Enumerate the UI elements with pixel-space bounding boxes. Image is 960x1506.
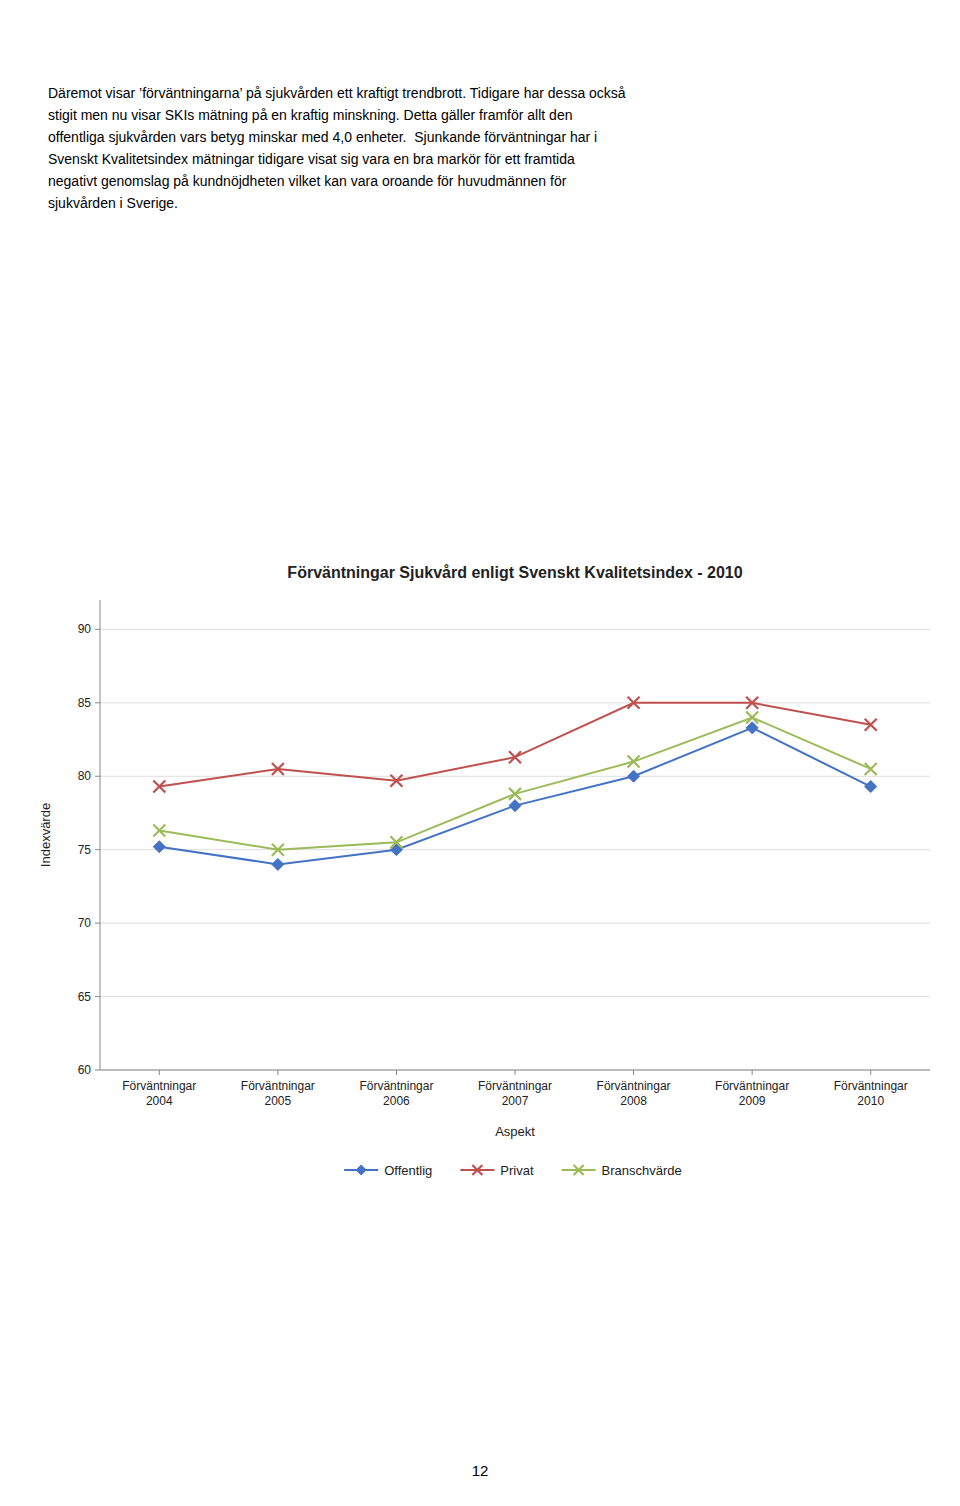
legend-item: Branschvärde <box>562 1163 682 1178</box>
y-tick-label: 85 <box>78 696 92 710</box>
marker-x <box>628 697 640 709</box>
x-tick-label: Förväntningar2008 <box>597 1079 671 1108</box>
x-tick-label: Förväntningar2007 <box>478 1079 552 1108</box>
y-tick-label: 90 <box>78 622 92 636</box>
marker-x <box>746 697 758 709</box>
x-tick <box>159 1070 160 1075</box>
marker-diamond <box>628 770 640 782</box>
marker-x <box>628 756 640 768</box>
marker-x <box>509 788 521 800</box>
marker-diamond <box>272 858 284 870</box>
grid-line <box>100 702 930 703</box>
marker-x <box>509 751 521 763</box>
y-tick <box>95 702 100 703</box>
paragraph-line: offentliga sjukvården vars betyg minskar… <box>48 129 597 145</box>
legend-marker <box>472 1165 482 1175</box>
paragraph-line: stigit men nu visar SKIs mätning på en k… <box>48 107 572 123</box>
x-tick-label: Förväntningar2010 <box>834 1079 908 1108</box>
page-number: 12 <box>472 1462 489 1479</box>
marker-x <box>390 836 402 848</box>
x-tick <box>515 1070 516 1075</box>
paragraph-line: Däremot visar ’förväntningarna’ på sjukv… <box>48 85 626 101</box>
y-tick-label: 60 <box>78 1063 92 1077</box>
x-axis-label: Aspekt <box>495 1124 535 1139</box>
series-line <box>159 718 870 850</box>
paragraph-line: Svenskt Kvalitetsindex mätningar tidigar… <box>48 151 575 167</box>
marker-x <box>153 781 165 793</box>
series <box>153 712 876 856</box>
grid-line <box>100 629 930 630</box>
x-tick <box>752 1070 753 1075</box>
series-line <box>159 703 870 787</box>
marker-x <box>272 844 284 856</box>
x-tick-label: Förväntningar2006 <box>359 1079 433 1108</box>
chart-title: Förväntningar Sjukvård enligt Svenskt Kv… <box>287 564 742 581</box>
marker-x <box>153 825 165 837</box>
grid <box>100 629 930 1070</box>
x-tick-label: Förväntningar2009 <box>715 1079 789 1108</box>
y-tick-label: 65 <box>78 990 92 1004</box>
series-line <box>159 728 870 865</box>
x-tick <box>870 1070 871 1075</box>
legend-marker <box>356 1165 366 1175</box>
grid-line <box>100 923 930 924</box>
marker-x <box>746 712 758 724</box>
y-tick-label: 80 <box>78 769 92 783</box>
marker-x <box>865 763 877 775</box>
background <box>0 0 960 1506</box>
marker-diamond <box>153 841 165 853</box>
legend-label: Branschvärde <box>602 1163 682 1178</box>
y-axis-line <box>100 600 101 1070</box>
legend: Offentlig Privat Branschvärde <box>344 1163 682 1178</box>
plot-area <box>153 697 876 871</box>
marker-x <box>865 719 877 731</box>
legend-item: Offentlig <box>344 1163 432 1178</box>
page: Däremot visar ’förväntningarna’ på sjukv… <box>0 0 960 1506</box>
x-tick-label: Förväntningar2005 <box>241 1079 315 1108</box>
x-tick <box>277 1070 278 1075</box>
y-tick <box>95 996 100 997</box>
legend-marker <box>574 1165 584 1175</box>
paragraph-line: sjukvården i Sverige. <box>48 195 178 211</box>
x-tick <box>633 1070 634 1075</box>
x-tick-label: Förväntningar2004 <box>122 1079 196 1108</box>
marker-diamond <box>509 800 521 812</box>
marker-x <box>272 763 284 775</box>
y-axis-label: Indexvärde <box>38 803 53 867</box>
y-tick <box>95 923 100 924</box>
y-tick <box>95 849 100 850</box>
paragraph-line: negativt genomslag på kundnöjdheten vilk… <box>48 173 567 189</box>
grid-line <box>100 996 930 997</box>
legend-label: Offentlig <box>384 1163 432 1178</box>
marker-x <box>390 775 402 787</box>
y-tick <box>95 1070 100 1071</box>
x-tick <box>396 1070 397 1075</box>
y-tick <box>95 629 100 630</box>
grid-line <box>100 849 930 850</box>
y-tick <box>95 776 100 777</box>
legend-label: Privat <box>500 1163 534 1178</box>
y-tick-label: 75 <box>78 843 92 857</box>
legend-item: Privat <box>460 1163 534 1178</box>
series <box>153 697 876 793</box>
marker-diamond <box>865 781 877 793</box>
marker-diamond <box>746 722 758 734</box>
y-tick-label: 70 <box>78 916 92 930</box>
